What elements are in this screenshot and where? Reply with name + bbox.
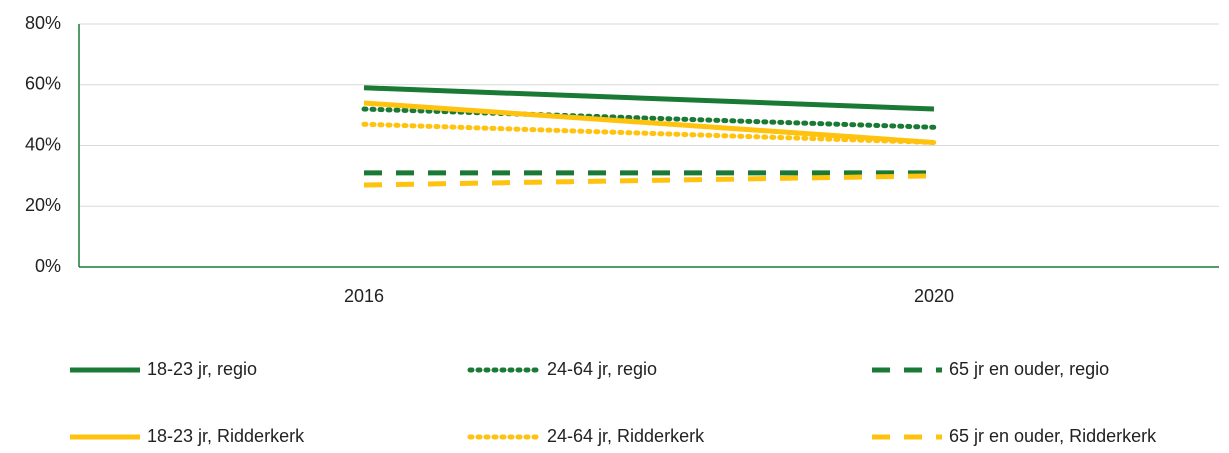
legend-label: 24-64 jr, Ridderkerk xyxy=(547,426,705,446)
series-line xyxy=(361,121,937,145)
x-tick-label: 2020 xyxy=(914,286,954,306)
legend-label: 18-23 jr, Ridderkerk xyxy=(147,426,305,446)
x-tick-label: 2016 xyxy=(344,286,384,306)
legend-label: 65 jr en ouder, Ridderkerk xyxy=(949,426,1157,446)
series-line xyxy=(363,85,935,112)
legend-label: 18-23 jr, regio xyxy=(147,359,257,379)
series-line xyxy=(363,173,935,188)
y-tick-label: 80% xyxy=(25,13,61,33)
series-line xyxy=(363,100,935,145)
y-tick-label: 40% xyxy=(25,134,61,154)
legend-label: 24-64 jr, regio xyxy=(547,359,657,379)
y-tick-label: 20% xyxy=(25,195,61,215)
y-tick-label: 60% xyxy=(25,74,61,94)
series-line xyxy=(361,106,937,130)
legend-label: 65 jr en ouder, regio xyxy=(949,359,1109,379)
y-tick-label: 0% xyxy=(35,256,61,276)
